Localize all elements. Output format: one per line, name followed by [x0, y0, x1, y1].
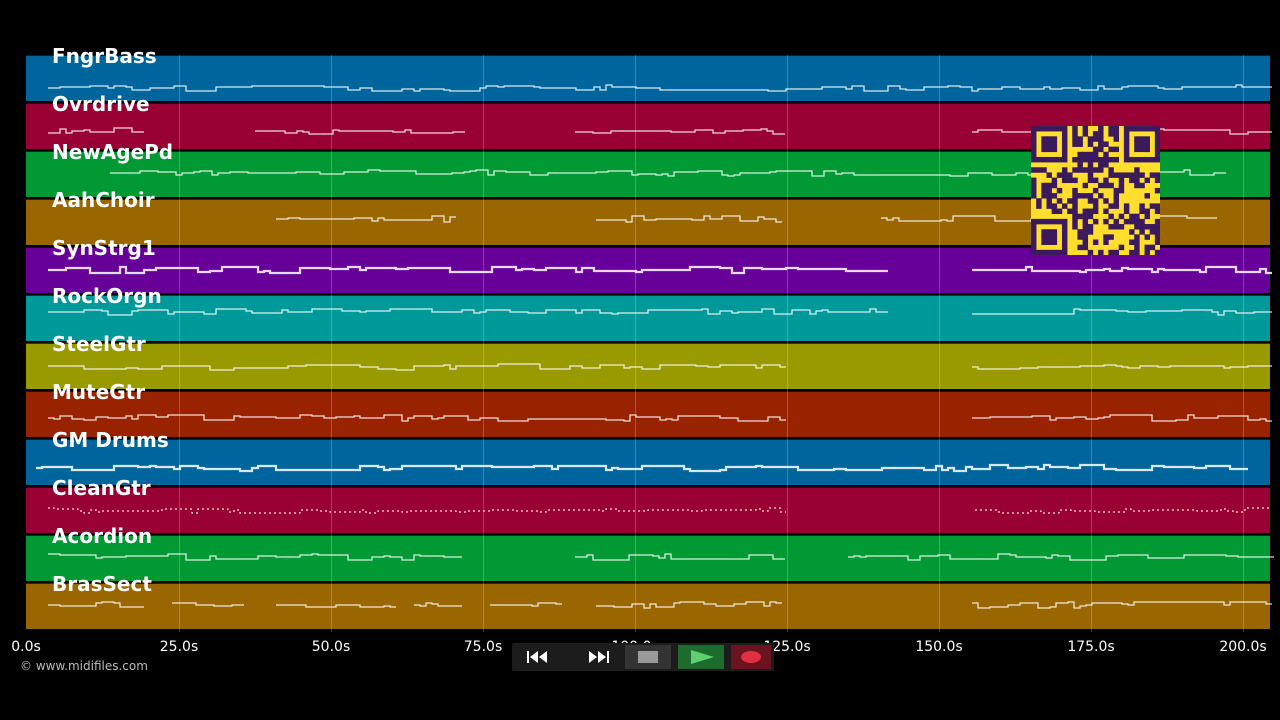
fast-forward-icon [589, 651, 609, 663]
note-trace [48, 414, 786, 422]
timeline-tick-label: 175.0s [1067, 639, 1115, 655]
note-trace [48, 363, 786, 371]
gridline [1091, 55, 1092, 632]
track-label: RockOrgn [52, 284, 162, 308]
note-trace [276, 604, 396, 608]
track-label: AahChoir [52, 188, 155, 212]
gridline [787, 55, 788, 632]
note-trace [575, 128, 785, 135]
note-trace [48, 84, 1272, 92]
note-trace [48, 127, 144, 134]
note-trace [972, 265, 1272, 275]
timeline-tick-label: 25.0s [159, 639, 199, 655]
qr-code-icon [1031, 126, 1160, 255]
track-label: GM Drums [52, 428, 169, 452]
timeline-tick-label: 150.0s [915, 639, 963, 655]
rewind-button[interactable] [518, 645, 564, 669]
track-label: MuteGtr [52, 380, 146, 404]
track-label: BrasSect [52, 572, 152, 596]
note-trace [972, 308, 1272, 316]
track-label: NewAgePd [52, 140, 174, 164]
track-label: SteelGtr [52, 332, 146, 356]
note-trace [972, 601, 1272, 609]
play-icon [691, 650, 714, 664]
timeline-tick-label: 50.0s [311, 639, 351, 655]
track-label: FngrBass [52, 44, 157, 68]
track-label: CleanGtr [52, 476, 151, 500]
record-button[interactable] [731, 645, 771, 669]
timeline-tick-label: 125.0s [763, 639, 811, 655]
gridline [179, 55, 180, 632]
gridline [939, 55, 940, 632]
note-trace [255, 129, 465, 135]
gridline [635, 55, 636, 632]
track-label: Ovrdrive [52, 92, 150, 116]
note-trace [36, 463, 1248, 473]
track-row [26, 343, 1270, 389]
note-trace [575, 553, 785, 561]
note-trace [414, 602, 462, 607]
track-row [26, 391, 1270, 437]
note-trace [490, 602, 562, 607]
note-trace [172, 602, 244, 607]
track-label: SynStrg1 [52, 236, 156, 260]
track-row [26, 535, 1270, 581]
note-trace [48, 553, 462, 561]
copyright-text: © www.midifiles.com [20, 659, 148, 673]
note-trace [48, 265, 888, 275]
note-trace [276, 215, 456, 223]
gridline [331, 55, 332, 632]
note-trace [848, 553, 1274, 561]
rewind-icon [527, 651, 547, 663]
note-trace [48, 308, 888, 316]
gridline [1243, 55, 1244, 632]
stop-icon [638, 651, 658, 663]
timeline-tick-label: 75.0s [463, 639, 503, 655]
gridline [483, 55, 484, 632]
track-label: Acordion [52, 524, 153, 548]
play-button[interactable] [678, 645, 724, 669]
note-trace [596, 601, 782, 609]
stop-button[interactable] [625, 645, 671, 669]
timeline-tick-label: 200.0s [1219, 639, 1267, 655]
timeline-tick-label: 0.0s [11, 639, 41, 655]
transport-controls [512, 643, 774, 671]
track-row [26, 439, 1270, 485]
note-trace [972, 414, 1272, 422]
note-trace [596, 215, 782, 223]
fast-forward-button[interactable] [572, 645, 618, 669]
track-row [26, 583, 1270, 629]
note-trace [975, 507, 1269, 514]
record-icon [741, 651, 761, 663]
note-trace [972, 364, 1272, 370]
note-trace [48, 601, 144, 608]
note-trace [48, 507, 786, 514]
track-row [26, 295, 1270, 341]
track-row [26, 55, 1270, 101]
